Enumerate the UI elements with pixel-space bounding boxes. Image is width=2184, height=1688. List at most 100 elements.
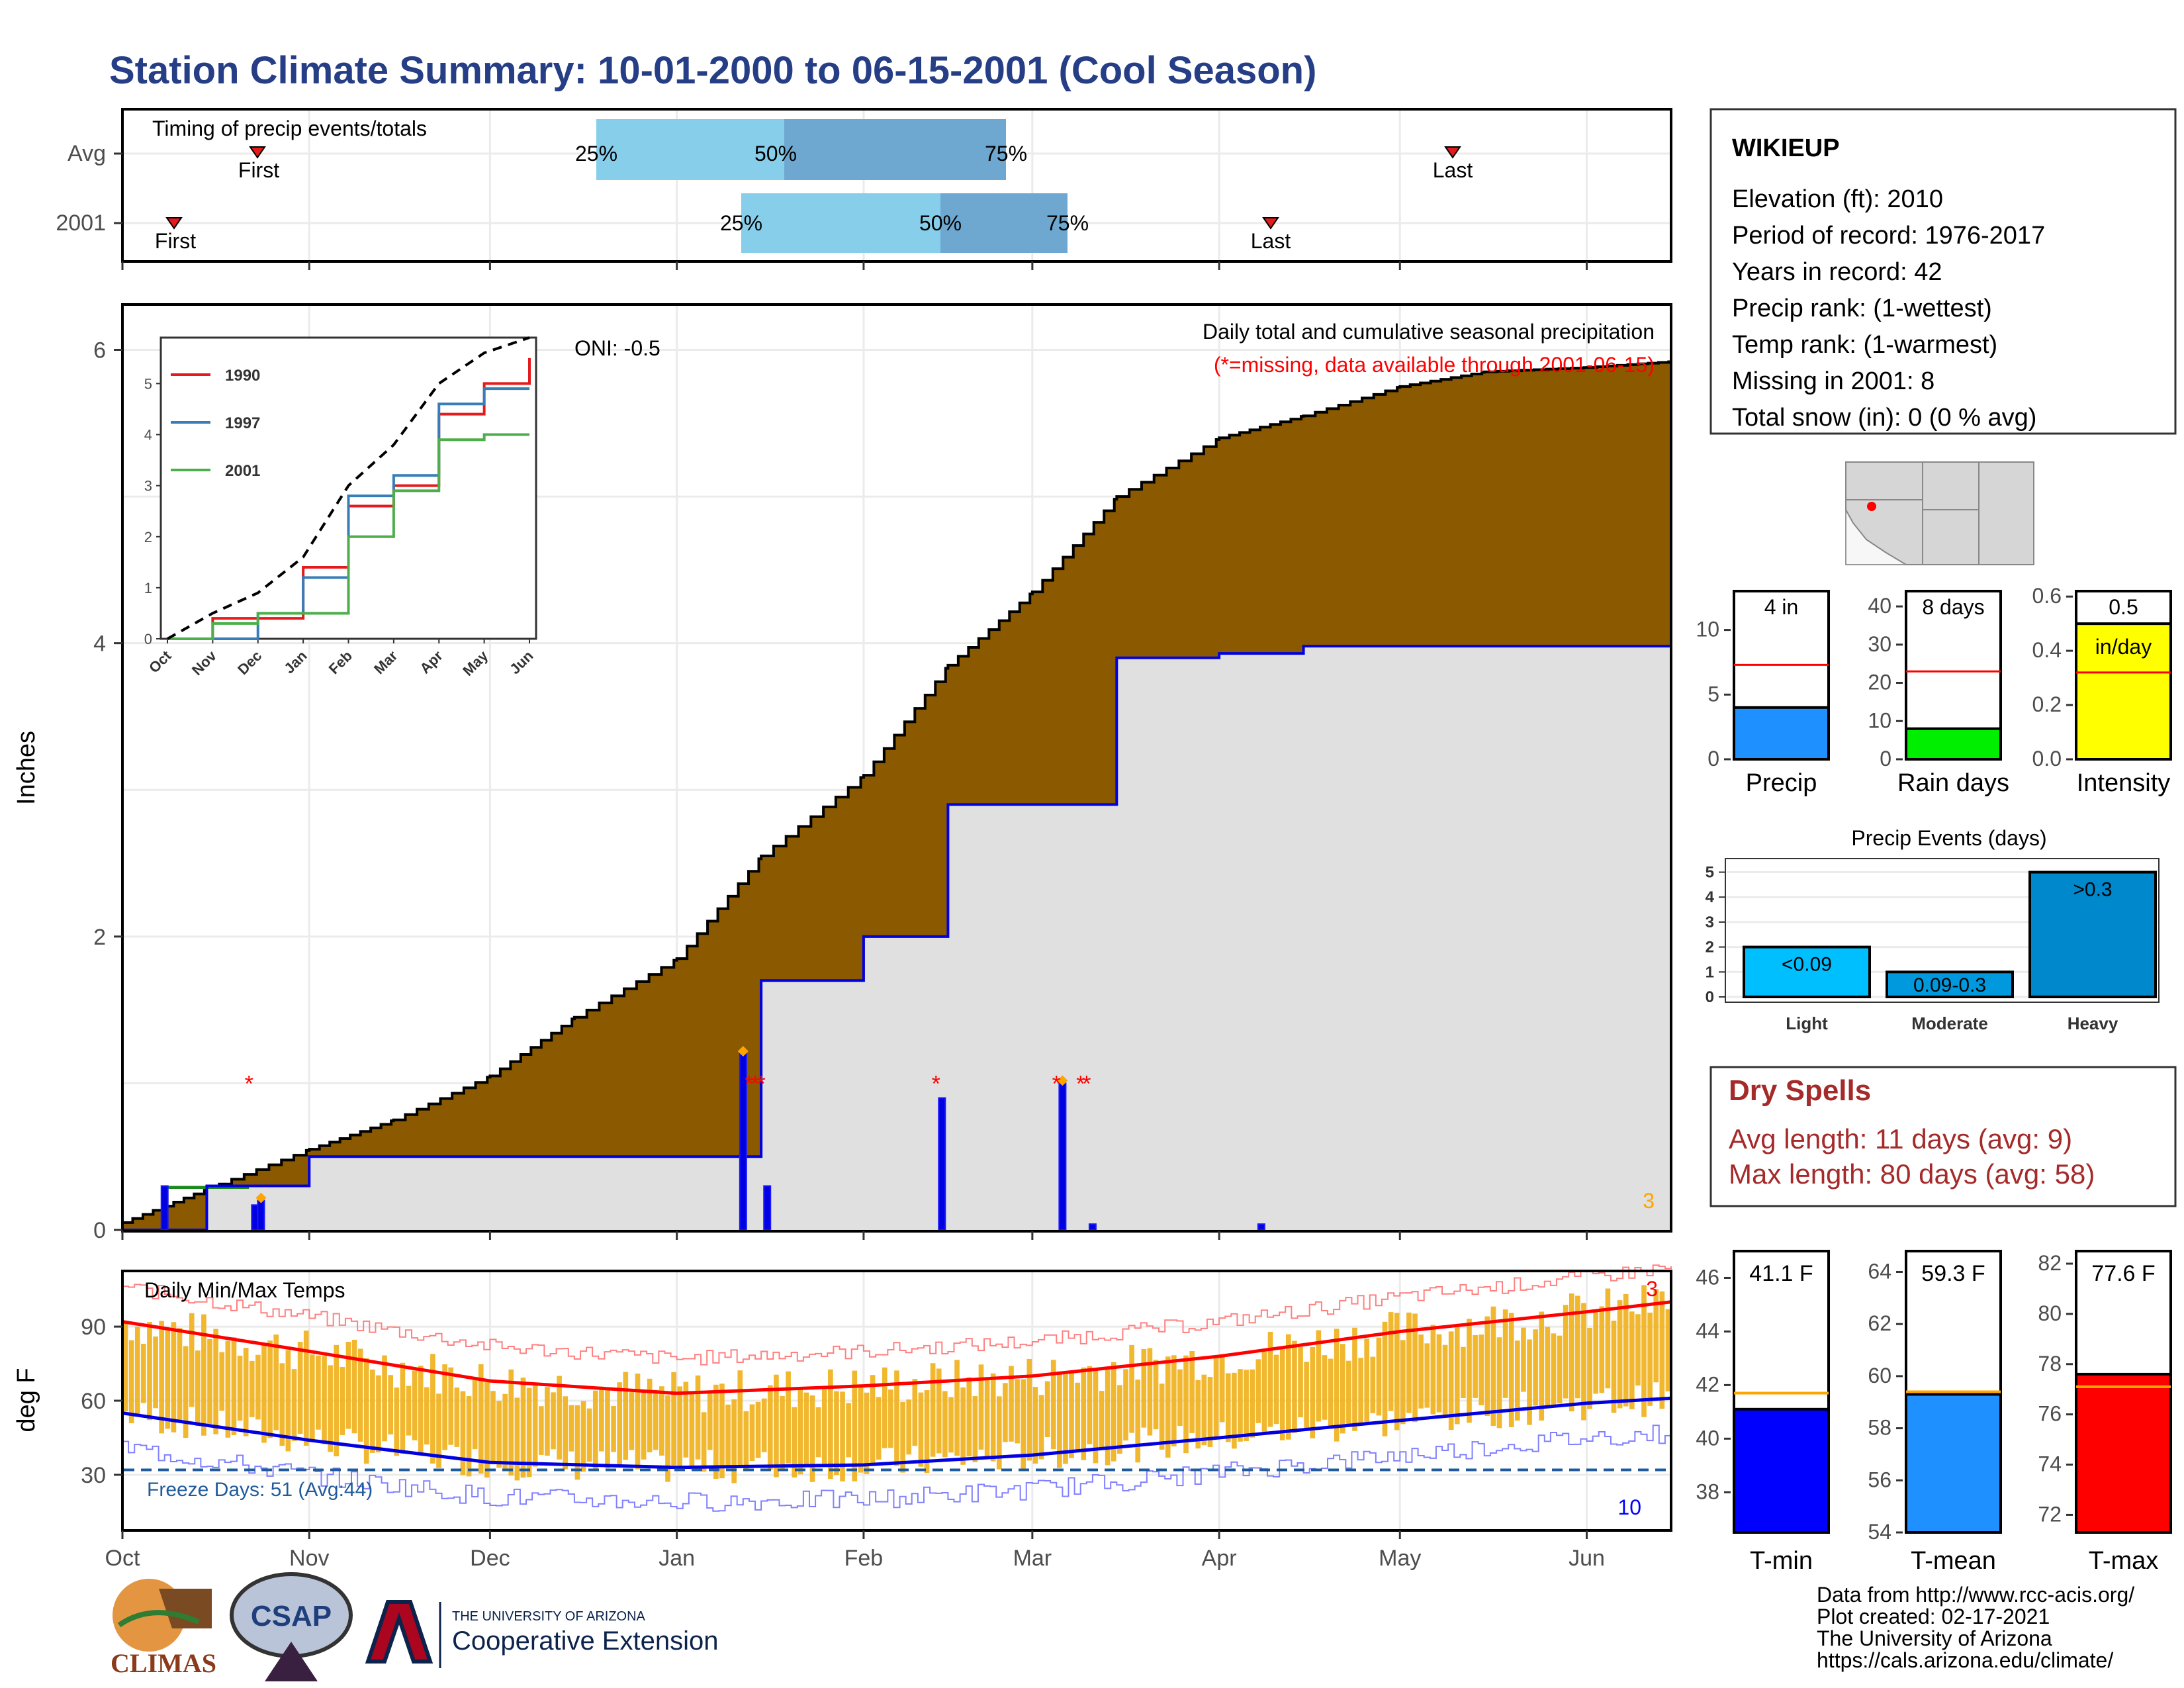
daily-temp-range-bar [1659, 1291, 1665, 1409]
tmax-ytick-label: 78 [2038, 1352, 2062, 1376]
credit-line-2: Plot created: 02-17-2021 [1817, 1605, 2050, 1628]
missing-markers: * *** * * ** [245, 1071, 1091, 1096]
ua-small-text: THE UNIVERSITY OF ARIZONA [452, 1609, 646, 1624]
temp-summary-bars: 38 40 42 44 46 41.1 F T-min 54 56 58 60 62 64 59.3 F T… [1696, 1250, 2172, 1575]
intensity-ytick-label: 0.6 [2032, 584, 2062, 608]
daily-max-marker [1057, 1075, 1068, 1086]
rain_days-ytick-label: 10 [1868, 708, 1891, 732]
intensity-ytick-label: 0.2 [2032, 692, 2062, 716]
daily-temp-range-bar [1171, 1355, 1177, 1447]
daily-temp-range-bar [1238, 1369, 1243, 1442]
tmin-ytick-label: 42 [1696, 1372, 1719, 1396]
daily-temp-range-bar [1430, 1325, 1436, 1415]
daily-temp-range-bar [1575, 1295, 1580, 1399]
daily-temp-range-bar [580, 1401, 586, 1472]
daily-temp-range-bar [1412, 1313, 1418, 1423]
daily-temp-range-bar [394, 1387, 400, 1456]
daily-temp-range-bar [502, 1393, 508, 1470]
daily-temp-range-bar [1081, 1367, 1087, 1460]
precip-ytick-label: 10 [1696, 618, 1719, 641]
daily-temp-range-bar [647, 1378, 653, 1452]
daily-temp-range-bar [189, 1313, 195, 1407]
daily-temp-range-bar [141, 1343, 146, 1403]
month-label: Feb [844, 1546, 884, 1571]
daily-temp-range-bar [1044, 1381, 1050, 1438]
daily-temp-range-bar [1038, 1395, 1044, 1460]
daily-temp-range-bar [1298, 1346, 1303, 1418]
daily-temp-range-bar [1117, 1385, 1122, 1454]
daily-temp-range-bar [713, 1384, 719, 1479]
rain_days-label: Rain days [1897, 769, 2009, 797]
daily-temp-range-bar [1334, 1329, 1340, 1442]
daily-temp-range-bar [1153, 1360, 1159, 1430]
record-high-line [122, 1264, 1672, 1366]
daily-temp-range-bar [1448, 1331, 1454, 1430]
missing-day-marker: * [745, 1071, 753, 1096]
tmax-ytick-label: 82 [2038, 1251, 2062, 1275]
daily-precip-bar [257, 1199, 265, 1231]
station-info: WIKIEUP Elevation (ft): 2010 Period of r… [1709, 108, 2177, 435]
daily-temp-range-bar [351, 1339, 357, 1434]
daily-temp-range-bar [942, 1391, 948, 1458]
month-label: May [1379, 1546, 1421, 1571]
daily-temp-range-bar [1195, 1380, 1201, 1449]
timing-2001-first-label: First [155, 229, 196, 253]
events-bar-label: 0.09-0.3 [1913, 974, 1986, 996]
daily-precip-bar [763, 1185, 772, 1231]
daily-temp-range-bar [219, 1352, 225, 1411]
daily-temp-range-bar [357, 1348, 363, 1442]
daily-temp-range-bar [1322, 1355, 1328, 1420]
daily-temp-range-bar [285, 1350, 291, 1452]
inset-legend-1990: 1990 [225, 367, 260, 385]
tmin-value-label: 41.1 F [1749, 1261, 1813, 1286]
daily-temp-range-bar [1418, 1334, 1424, 1409]
inset-legend: 1990 1997 2001 [171, 367, 260, 480]
daily-temp-range-bar [484, 1380, 490, 1478]
inset-series-line [167, 336, 530, 640]
daily-temp-range-bar [936, 1368, 942, 1454]
tmax-label: T-max [2089, 1547, 2159, 1575]
month-label: Dec [470, 1546, 510, 1571]
daily-temp-range-bar [695, 1375, 701, 1460]
daily-temp-range-bar [514, 1397, 520, 1481]
timing-avg-75: 75% [985, 142, 1027, 165]
daily-temp-range-bar [749, 1404, 755, 1461]
daily-temp-range-bar [689, 1392, 695, 1470]
timing-2001-75: 75% [1046, 211, 1089, 235]
daily-temp-range-bar [930, 1363, 936, 1457]
daily-temp-range-bar [454, 1387, 460, 1447]
daily-temp-range-bar [1467, 1319, 1472, 1423]
daily-temp-range-bar [882, 1367, 887, 1448]
daily-temp-range-bar [629, 1392, 635, 1450]
daily-temp-range-bar [328, 1365, 333, 1452]
tmin-ytick-label: 38 [1696, 1479, 1719, 1503]
daily-temp-range-bar [1292, 1340, 1297, 1433]
daily-temp-range-bar [538, 1406, 544, 1455]
daily-temp-range-bar [906, 1399, 912, 1455]
daily-temp-range-bar [1539, 1311, 1545, 1421]
daily-temp-range-bar [960, 1387, 966, 1465]
timing-avg-last-label: Last [1433, 158, 1473, 182]
rain_days-bar [1905, 727, 2002, 761]
inset-legend-1997: 1997 [225, 414, 260, 432]
daily-temp-range-bar [653, 1389, 659, 1450]
events-bar-label: <0.09 [1782, 954, 1832, 976]
daily-temp-range-bar [1165, 1356, 1171, 1458]
station-name: WIKIEUP [1732, 134, 1840, 162]
events-ytick-label: 4 [1706, 888, 1715, 906]
inset-series-line [167, 387, 529, 640]
intensity-bar [2075, 622, 2172, 761]
daily-temp-range-bar [894, 1370, 899, 1466]
year-cumulative-area [122, 646, 1671, 1230]
daily-temp-range-bar [1093, 1370, 1099, 1464]
daily-temp-range-bar [1026, 1358, 1032, 1461]
daily-temp-range-bar [1159, 1383, 1165, 1450]
timing-title: Timing of precip events/totals [152, 117, 427, 140]
daily-temp-range-bar [569, 1405, 574, 1452]
daily-temp-range-bar [412, 1370, 418, 1440]
daily-temp-range-bar [1346, 1360, 1351, 1427]
timing-row-avg: Avg [68, 141, 106, 166]
tmax-ytick-label: 74 [2038, 1452, 2062, 1476]
daily-temp-range-bar [996, 1396, 1002, 1470]
daily-temp-range-bar [1304, 1362, 1309, 1430]
